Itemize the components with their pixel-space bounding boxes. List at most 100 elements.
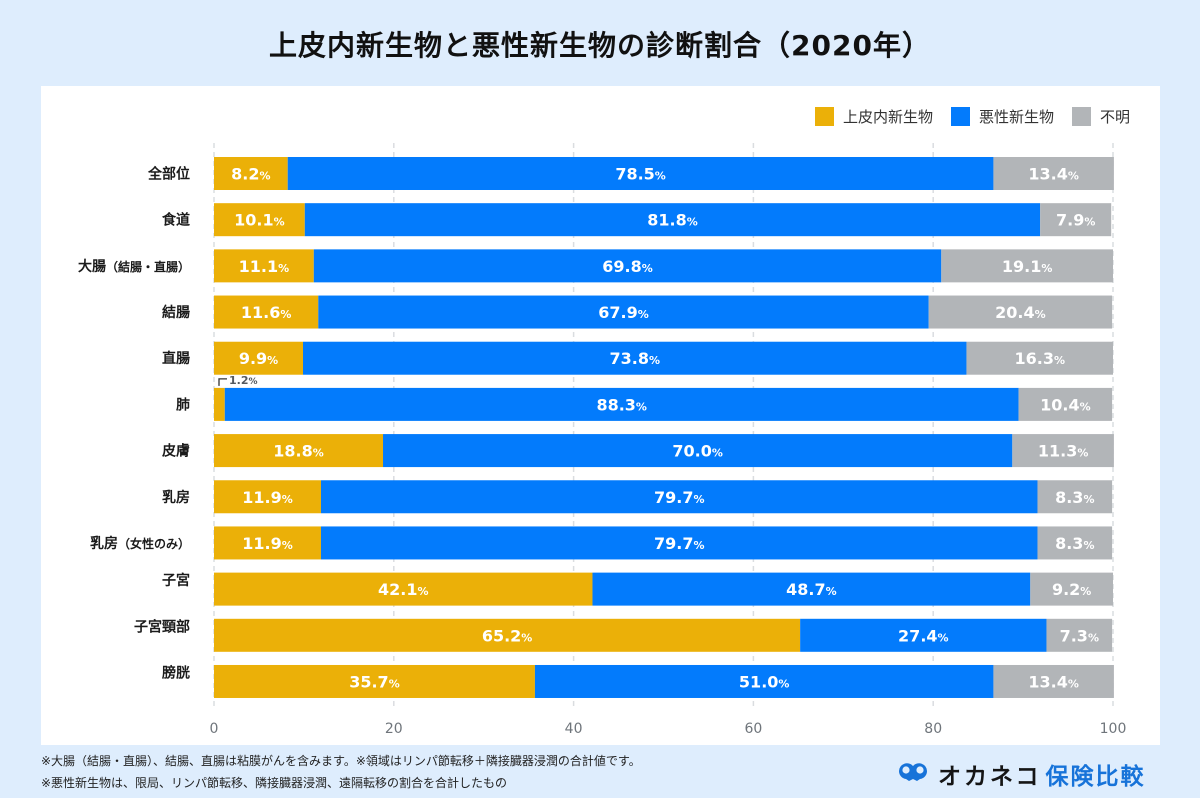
bar-segment-intraepithelial [214,157,288,190]
category-label: 大腸（結腸・直腸） [78,258,190,275]
data-label: 11.6% [241,303,292,322]
bar-segment-intraepithelial [214,203,305,237]
logo-text-hoken-hikaku: 保険比較 [1045,764,1146,790]
bar-segment-unknown [1040,203,1112,237]
x-tick-label: 0 [210,721,219,737]
category-label: 子宮 [162,572,190,589]
data-label: 79.7% [654,488,705,507]
legend-item-malignant: 悪性新生物 [950,106,1054,127]
bar-segment-unknown [993,157,1114,190]
bar-segment-unknown [993,664,1114,698]
data-label: 73.8% [609,349,660,368]
legend-swatch-intraepithelial [814,107,834,126]
logo-text-okaneko: オカネコ [938,764,1042,790]
data-label: 69.8% [602,257,653,276]
owl-eyes-icon [896,760,930,788]
data-label: 11.9% [242,534,293,553]
bar-segment-intraepithelial [214,387,225,421]
legend-swatch-unknown [1071,107,1091,126]
data-label: 35.7% [349,672,400,691]
category-label: 乳房 [162,489,190,506]
brand-logo[interactable]: オカネコ 保険比較 [896,757,1146,791]
bar-segment-malignant [534,664,994,698]
legend-item-unknown: 不明 [1071,106,1130,127]
legend-label: 上皮内新生物 [842,108,933,126]
bar-segment-unknown [1030,572,1113,606]
data-label: 10.4% [1040,395,1091,414]
category-label: 結腸 [162,304,190,321]
bar-segment-malignant [383,434,1013,468]
bar-segment-intraepithelial [214,664,535,698]
bar-segment-malignant [320,480,1038,514]
data-label: 10.1% [234,211,285,230]
data-label: 81.8% [647,211,698,230]
data-label: 8.2% [231,165,270,184]
data-label: 20.4% [995,303,1046,322]
data-label: 8.3% [1055,488,1094,507]
data-label: 8.3% [1055,534,1094,553]
bar-segment-intraepithelial [214,526,321,560]
category-label: 肺 [176,397,190,413]
legend: 上皮内新生物 悪性新生物 不明 [797,106,1130,127]
category-label: 皮膚 [161,443,190,460]
data-label: 42.1% [378,580,429,599]
legend-item-intraepithelial: 上皮内新生物 [814,106,933,127]
data-label: 7.3% [1060,626,1099,645]
footnote-1: ※大腸（結腸・直腸）、結腸、直腸は粘膜がんを含みます。※領域はリンパ節転移＋隣接… [41,754,641,768]
category-label: 子宮頸部 [134,618,190,635]
data-label: 65.2% [482,626,533,645]
bar-segment-intraepithelial [214,572,593,606]
x-tick-label: 100 [1100,721,1127,737]
data-label: 13.4% [1028,165,1079,184]
data-label: 51.0% [739,672,790,691]
data-label: 48.7% [786,580,837,599]
data-label: 9.2% [1052,580,1091,599]
chart-title: 上皮内新生物と悪性新生物の診断割合（2020年） [269,29,931,62]
callout-label: 1.2% [229,374,258,387]
x-tick-label: 80 [924,721,942,737]
category-label: 食道 [162,212,190,229]
data-label: 78.5% [615,165,666,184]
bar-segment-intraepithelial [214,618,801,652]
bar-segment-malignant [320,526,1038,560]
x-tick-label: 20 [385,721,403,737]
x-tick-label: 60 [744,721,762,737]
bar-segment-unknown [1018,387,1113,421]
bar-segment-unknown [928,295,1113,329]
bar-segment-intraepithelial [214,434,384,468]
legend-label: 不明 [1099,108,1130,126]
bar-segment-intraepithelial [214,480,321,514]
footnote-2: ※悪性新生物は、限局、リンパ節転移、隣接臓器浸潤、遠隔転移の割合を合計したもの [41,776,508,790]
data-label: 27.4% [898,626,949,645]
bar-segment-malignant [313,249,942,283]
data-label: 70.0% [672,442,723,461]
legend-label: 悪性新生物 [978,108,1054,126]
category-label: 膀胱 [161,664,190,681]
data-label: 67.9% [598,303,649,322]
bar-segment-malignant [287,157,994,190]
data-label: 11.9% [242,488,293,507]
bar-segment-malignant [224,387,1019,421]
bar-segment-unknown [1046,618,1113,652]
data-label: 79.7% [654,534,705,553]
bar-segment-malignant [592,572,1031,606]
bar-segment-malignant [800,618,1047,652]
bar-segment-unknown [1037,480,1113,514]
data-label: 88.3% [596,395,647,414]
bar-segment-unknown [966,341,1113,375]
bar-segment-unknown [1012,434,1114,468]
x-tick-label: 40 [565,721,583,737]
data-label: 19.1% [1002,257,1053,276]
bar-segment-intraepithelial [214,341,304,375]
bar-segment-malignant [318,295,929,329]
data-label: 7.9% [1056,211,1095,230]
data-label: 9.9% [239,349,278,368]
data-label: 16.3% [1014,349,1065,368]
bar-segment-malignant [303,341,967,375]
bar-segment-intraepithelial [214,249,314,283]
data-label: 11.1% [239,257,290,276]
data-label: 18.8% [273,442,324,461]
callout-line [218,378,227,386]
category-label: 全部位 [147,166,190,183]
